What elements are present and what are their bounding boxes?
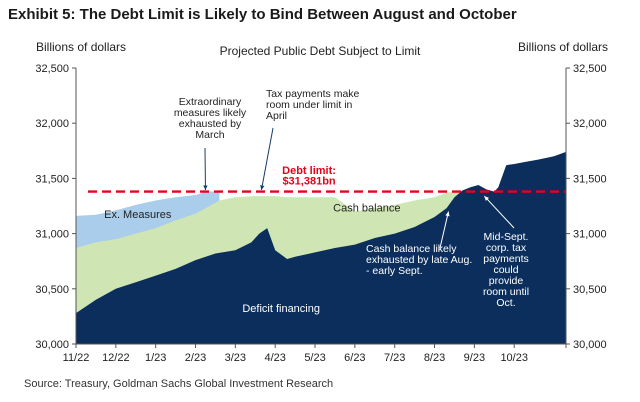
annotation-mid-sept: Oct. (496, 297, 515, 309)
x-tick-label: 1/23 (145, 352, 166, 364)
annotation-extraordinary-measures: exhausted by (179, 118, 242, 130)
y-tick-label-left: 32,500 (35, 63, 69, 75)
annotation-arrowhead-4 (484, 196, 489, 201)
y-axis-label-right: Billions of dollars (518, 40, 609, 54)
deficit-financing-label: Deficit financing (242, 303, 320, 315)
y-tick-label-right: 30,500 (573, 284, 607, 296)
x-tick-label: 6/23 (344, 352, 365, 364)
y-tick-label-right: 30,000 (573, 339, 607, 351)
y-axis-label-left: Billions of dollars (36, 40, 127, 54)
chart-title: Projected Public Debt Subject to Limit (219, 44, 421, 58)
annotation-extraordinary-measures: measures likely (174, 107, 247, 119)
y-tick-label-left: 30,000 (35, 339, 69, 351)
y-tick-label-left: 32,000 (35, 118, 69, 130)
x-tick-label: 11/22 (63, 352, 90, 364)
annotation-mid-sept: room until (483, 286, 529, 298)
x-tick-label: 12/22 (102, 352, 130, 364)
exhibit-title: Exhibit 5: The Debt Limit is Likely to B… (8, 6, 517, 23)
debt-limit-label: Debt limit: (282, 165, 336, 177)
source-note: Source: Treasury, Goldman Sachs Global I… (24, 378, 334, 390)
ex-measures-label: Ex. Measures (104, 209, 172, 221)
y-tick-label-right: 32,000 (573, 118, 607, 130)
annotation-arrowhead-2 (260, 185, 265, 190)
annotation-cash-exhausted: Cash balance likely (366, 243, 457, 255)
y-tick-label-right: 31,000 (573, 229, 607, 241)
annotation-tax-payments: room under limit in (266, 99, 353, 111)
y-tick-label-right: 32,500 (573, 63, 607, 75)
y-tick-label-left: 31,000 (35, 229, 69, 241)
x-tick-label: 3/23 (225, 352, 246, 364)
x-tick-label: 9/23 (464, 352, 485, 364)
annotation-arrowhead-1 (203, 185, 208, 190)
y-tick-label-left: 31,500 (35, 173, 69, 185)
annotation-arrow-4 (483, 195, 515, 229)
annotation-mid-sept: Mid-Sept. (484, 231, 529, 243)
x-tick-label: 4/23 (264, 352, 285, 364)
annotation-extraordinary-measures: March (195, 129, 224, 141)
x-tick-label: 7/23 (384, 352, 405, 364)
deficit-financing-area (76, 151, 566, 344)
x-tick-label: 2/23 (185, 352, 206, 364)
x-tick-label: 10/23 (500, 352, 528, 364)
annotation-mid-sept: could (493, 264, 518, 276)
annotation-arrow-2 (260, 127, 274, 191)
annotation-cash-exhausted: - early Sept. (366, 265, 423, 277)
debt-limit-value-label: $31,381bn (282, 175, 335, 187)
annotation-tax-payments: April (266, 110, 287, 122)
annotation-mid-sept: provide (489, 275, 524, 287)
x-tick-label: 5/23 (304, 352, 325, 364)
annotation-arrowhead-3 (445, 211, 450, 217)
annotation-extraordinary-measures: Extraordinary (179, 96, 242, 108)
annotation-mid-sept: payments (483, 253, 529, 265)
cash-balance-label: Cash balance (333, 203, 400, 215)
annotation-mid-sept: corp. tax (486, 242, 527, 254)
annotation-tax-payments: Tax payments make (266, 88, 360, 100)
y-tick-label-right: 31,500 (573, 173, 607, 185)
x-tick-label: 8/23 (424, 352, 445, 364)
annotation-cash-exhausted: exhausted by late Aug. (366, 254, 472, 266)
annotation-arrow-3 (439, 211, 449, 249)
y-tick-label-left: 30,500 (35, 284, 69, 296)
